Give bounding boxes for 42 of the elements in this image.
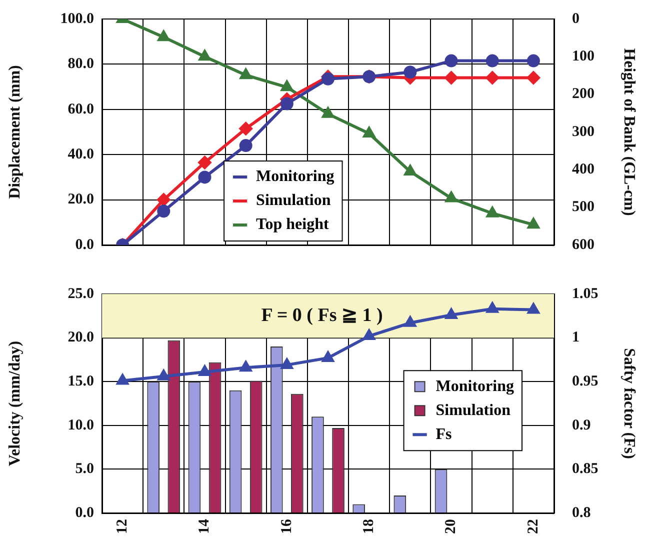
x-tick-label: 18 [360, 519, 377, 534]
y-tick-label: 20.0 [68, 330, 94, 346]
y2-axis-title: Height of Bank (GL-cm) [620, 48, 638, 216]
y2-tick-label: 0 [572, 10, 580, 27]
legend-label: Top height [256, 216, 330, 234]
y2-tick-label: 500 [572, 199, 594, 216]
y-axis-title: Displacement (mm) [6, 65, 24, 199]
y-axis-title: Velocity (mm/day) [6, 340, 24, 466]
y2-tick-label: 0.8 [572, 504, 591, 521]
legend-label: Monitoring [256, 168, 334, 186]
x-tick-label: 12 [114, 519, 130, 534]
y2-tick-label: 300 [572, 124, 594, 140]
y2-tick-label: 100 [572, 48, 594, 65]
y-tick-label: 5.0 [75, 461, 94, 478]
y2-tick-label: 0.9 [572, 417, 591, 434]
x-tick-label: 14 [196, 518, 213, 534]
y-tick-label: 15.0 [68, 373, 94, 390]
y-tick-label: 0.0 [75, 236, 94, 253]
y-tick-label: 25.0 [68, 286, 94, 302]
y2-tick-label: 200 [572, 86, 594, 102]
y-tick-label: 100.0 [60, 10, 94, 27]
y2-tick-label: 0.95 [572, 373, 598, 390]
x-tick-label: 16 [278, 518, 295, 534]
legend-label: Fs [436, 426, 452, 443]
legend-label: Simulation [256, 192, 331, 210]
y2-tick-label: 0.85 [572, 461, 598, 478]
y-tick-label: 40.0 [68, 146, 94, 162]
y-tick-label: 80.0 [68, 56, 94, 72]
legend-label: Simulation [436, 402, 511, 419]
band-label: F = 0 ( Fs ≧ 1 ) [261, 304, 383, 326]
y2-tick-label: 400 [572, 162, 594, 178]
x-tick-label: 20 [443, 519, 460, 534]
x-tick-label: 22 [525, 519, 542, 534]
legend-label: Monitoring [436, 378, 514, 395]
y-tick-label: 0.0 [75, 504, 94, 521]
y-tick-label: 20.0 [68, 192, 94, 208]
y2-axis-title: Safty factor (Fs) [620, 348, 638, 459]
y-tick-label: 60.0 [68, 101, 94, 118]
y-tick-label: 10.0 [68, 417, 94, 434]
y2-tick-label: 1.05 [572, 286, 598, 302]
y2-tick-label: 1 [572, 330, 580, 346]
y2-tick-label: 600 [572, 236, 594, 253]
